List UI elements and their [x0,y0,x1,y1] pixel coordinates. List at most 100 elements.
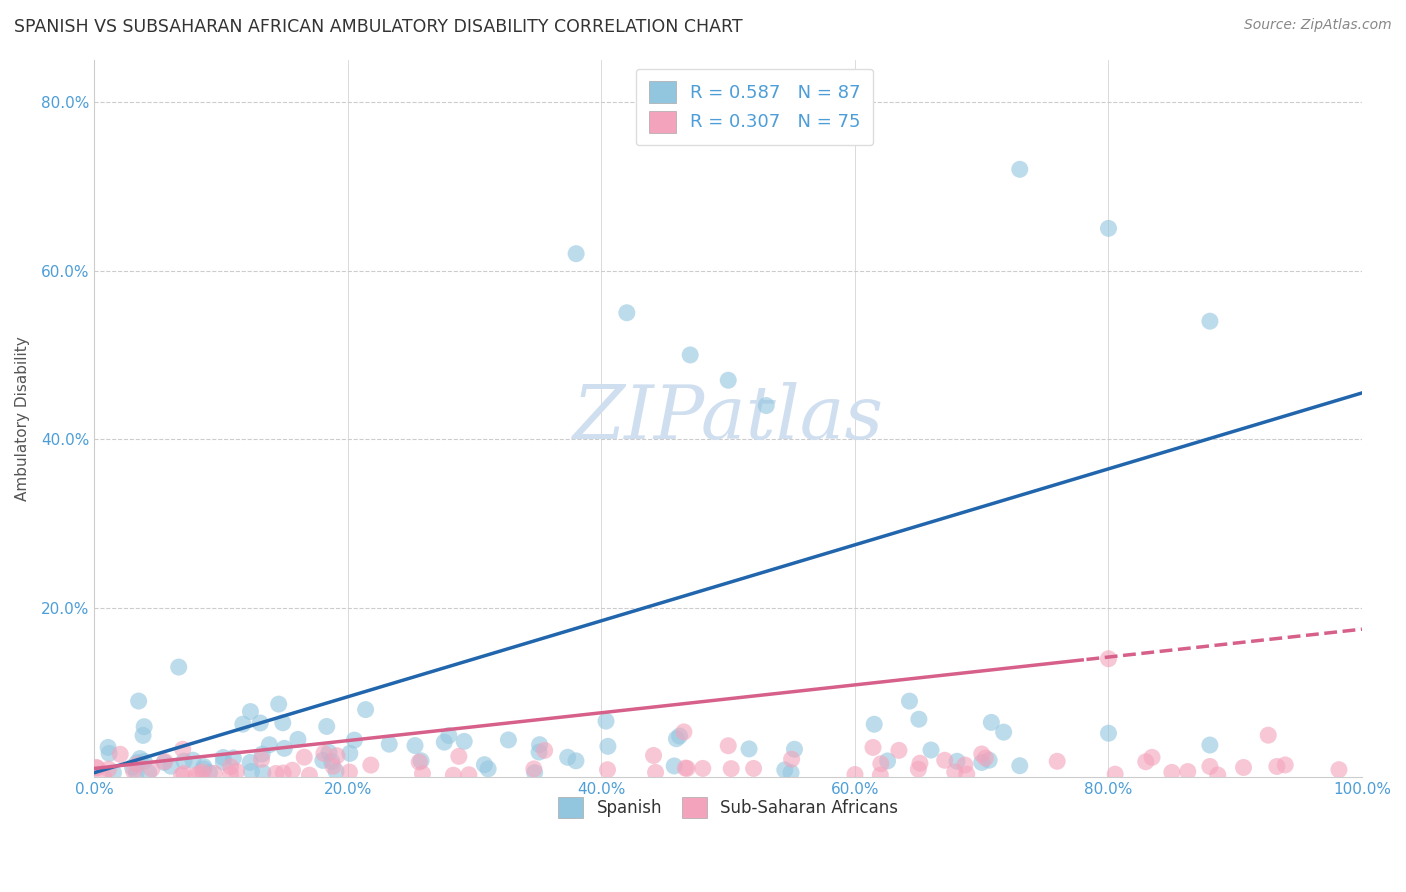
Point [264,766,287,780]
Point [898,694,921,708]
Point [281,763,304,777]
Point [974,751,997,765]
Point [222,751,245,765]
Point [315,719,337,733]
Point [920,743,942,757]
Point [409,754,432,768]
Point [908,712,931,726]
Point [673,761,696,775]
Point [616,306,638,320]
Point [447,749,470,764]
Point [755,399,778,413]
Point [125,765,148,780]
Point [122,764,145,779]
Point [953,758,976,772]
Point [887,743,910,757]
Point [1199,738,1222,752]
Point [191,764,214,779]
Point [103,765,125,780]
Point [198,765,221,780]
Point [595,714,617,728]
Point [125,756,148,770]
Point [783,742,806,756]
Point [529,738,551,752]
Point [160,759,183,773]
Point [287,732,309,747]
Point [970,747,993,761]
Text: Source: ZipAtlas.com: Source: ZipAtlas.com [1244,18,1392,32]
Point [239,705,262,719]
Point [173,754,195,768]
Point [970,756,993,770]
Point [97,740,120,755]
Point [664,759,686,773]
Point [138,765,160,780]
Point [780,765,803,780]
Point [862,740,884,755]
Point [127,757,149,772]
Point [129,751,152,765]
Point [318,746,340,760]
Point [565,754,588,768]
Point [173,766,195,780]
Point [273,741,295,756]
Point [738,742,761,756]
Point [433,735,456,749]
Point [979,753,1001,767]
Point [212,756,235,770]
Point [404,739,426,753]
Point [946,754,969,768]
Text: ZIPatlas: ZIPatlas [572,382,884,455]
Point [219,759,242,773]
Point [1265,759,1288,773]
Point [980,715,1002,730]
Point [498,732,520,747]
Point [339,747,361,761]
Point [225,764,247,779]
Point [259,738,281,752]
Point [1046,754,1069,768]
Text: SPANISH VS SUBSAHARAN AFRICAN AMBULATORY DISABILITY CORRELATION CHART: SPANISH VS SUBSAHARAN AFRICAN AMBULATORY… [14,18,742,36]
Point [1160,765,1182,780]
Point [271,766,294,780]
Point [202,766,225,780]
Point [993,725,1015,739]
Point [717,739,740,753]
Point [863,717,886,731]
Point [907,762,929,776]
Point [679,348,702,362]
Point [325,764,347,779]
Point [84,760,107,774]
Point [249,716,271,731]
Point [193,762,215,776]
Point [643,748,665,763]
Point [720,762,742,776]
Point [186,768,208,782]
Point [240,764,263,779]
Point [321,755,343,769]
Point [780,752,803,766]
Point [128,694,150,708]
Point [1327,763,1350,777]
Point [271,715,294,730]
Point [343,733,366,747]
Point [360,758,382,772]
Legend: Spanish, Sub-Saharan Africans: Spanish, Sub-Saharan Africans [550,789,907,826]
Point [596,739,619,754]
Point [408,755,430,769]
Point [1097,221,1119,235]
Point [644,765,666,780]
Point [1135,755,1157,769]
Point [1140,750,1163,764]
Point [98,747,121,761]
Point [1199,759,1222,773]
Point [86,761,108,775]
Point [354,703,377,717]
Point [267,697,290,711]
Point [219,767,242,781]
Point [193,759,215,773]
Point [1097,726,1119,740]
Point [665,731,688,746]
Point [132,728,155,742]
Point [869,768,891,782]
